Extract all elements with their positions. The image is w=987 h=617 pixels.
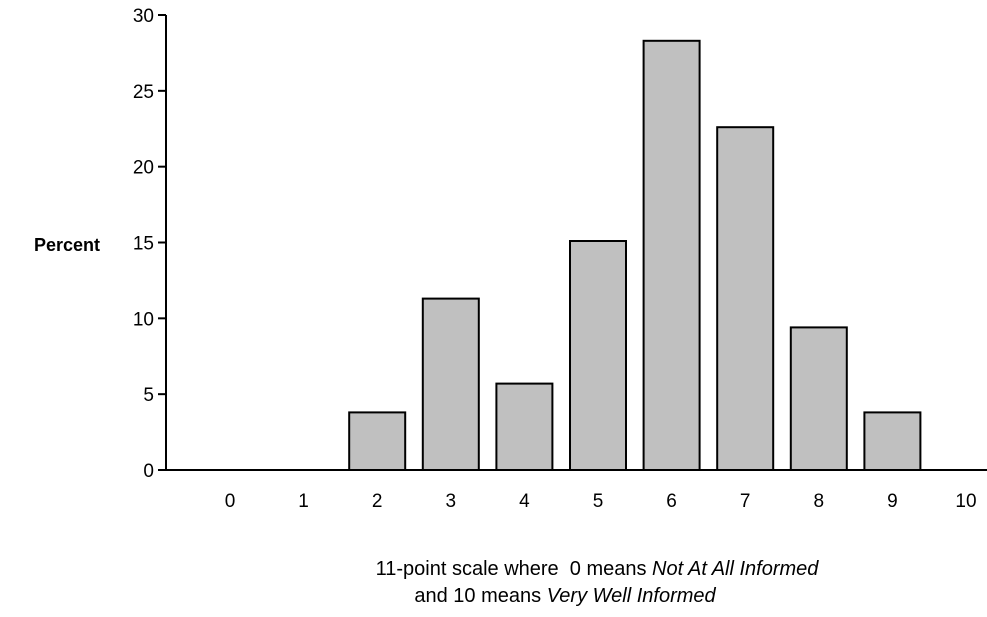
y-tick-label-0: 0 [143,461,154,482]
x-tick-label-9: 9 [887,491,898,512]
y-tick-label-20: 20 [133,158,154,179]
x-tick-label-10: 10 [955,491,976,512]
bar-4 [495,382,554,472]
ticks-group: 0 5 10 15 20 25 30 0 1 2 3 4 5 6 7 8 9 10 [133,6,977,512]
bar-6 [642,39,701,472]
x-axis-label-line2-emphasis: Very Well Informed [547,585,717,607]
y-tick-label-5: 5 [143,385,154,406]
x-axis-label-line1-prefix: 11-point scale where 0 means [376,558,652,580]
y-tick-label-15: 15 [133,234,154,255]
x-tick-label-7: 7 [740,491,751,512]
y-tick-label-25: 25 [133,82,154,103]
x-axis-label-line2-prefix: and 10 means [414,585,546,607]
bar-5 [569,240,627,471]
y-axis-label: Percent [34,235,100,255]
x-tick-label-1: 1 [298,491,309,512]
x-axis-label-line1-emphasis: Not At All Informed [652,558,819,580]
x-tick-label-0: 0 [225,491,236,512]
y-tick-label-30: 30 [133,6,154,27]
bar-2 [348,411,407,471]
y-tick-label-10: 10 [133,309,154,330]
x-tick-label-4: 4 [519,491,530,512]
x-tick-label-6: 6 [666,491,677,512]
bar-7 [716,126,775,471]
x-axis-label-line2: and 10 means Very Well Informed [414,585,716,607]
bars-group [348,39,922,472]
x-tick-label-8: 8 [814,491,825,512]
bar-9 [863,411,922,471]
bar-3 [421,297,480,471]
x-tick-label-5: 5 [593,491,604,512]
x-tick-label-3: 3 [446,491,457,512]
x-tick-label-2: 2 [372,491,383,512]
bar-8 [789,326,848,471]
x-axis-label: 11-point scale where 0 means Not At All … [376,558,820,580]
